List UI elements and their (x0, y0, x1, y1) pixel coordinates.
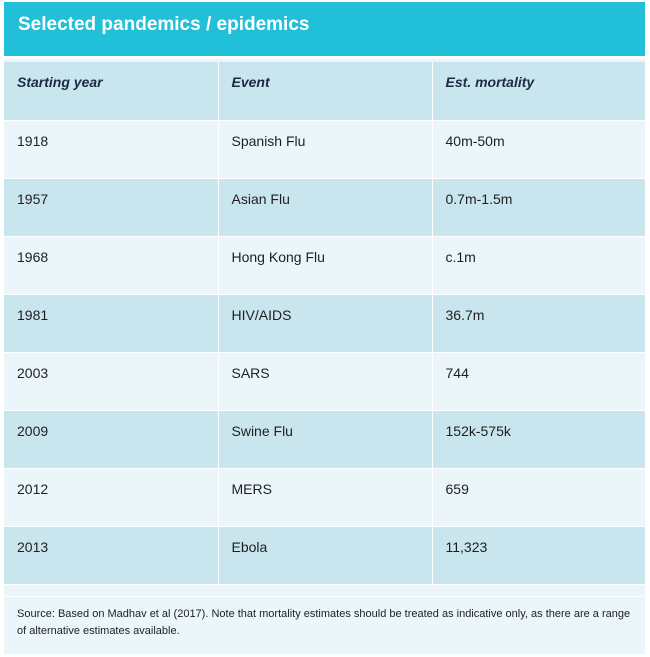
cell-est-mortality: 659 (431, 468, 645, 526)
source-note: Source: Based on Madhav et al (2017). No… (4, 596, 645, 654)
table-row: 1957 Asian Flu 0.7m-1.5m (4, 178, 645, 236)
cell-est-mortality: 40m-50m (431, 120, 645, 178)
cell-est-mortality: 0.7m-1.5m (431, 178, 645, 236)
cell-event: Ebola (217, 526, 432, 584)
cell-starting-year: 2003 (4, 352, 218, 410)
cell-est-mortality: c.1m (431, 236, 645, 294)
cell-event: Hong Kong Flu (217, 236, 432, 294)
cell-starting-year: 1957 (4, 178, 218, 236)
cell-est-mortality: 11,323 (431, 526, 645, 584)
header-event: Event (217, 62, 432, 120)
cell-event: Swine Flu (217, 410, 432, 468)
table-title: Selected pandemics / epidemics (18, 14, 310, 35)
cell-starting-year: 1918 (4, 120, 218, 178)
header-starting-year: Starting year (4, 62, 218, 120)
cell-est-mortality: 36.7m (431, 294, 645, 352)
table-row: 2013 Ebola 11,323 (4, 526, 645, 584)
cell-starting-year: 2013 (4, 526, 218, 584)
pandemics-table: Starting year Event Est. mortality 1918 … (4, 62, 645, 585)
cell-event: MERS (217, 468, 432, 526)
cell-est-mortality: 152k-575k (431, 410, 645, 468)
cell-event: SARS (217, 352, 432, 410)
table-row: 1968 Hong Kong Flu c.1m (4, 236, 645, 294)
cell-starting-year: 1968 (4, 236, 218, 294)
cell-est-mortality: 744 (431, 352, 645, 410)
cell-event: HIV/AIDS (217, 294, 432, 352)
cell-starting-year: 2012 (4, 468, 218, 526)
cell-event: Asian Flu (217, 178, 432, 236)
table-header-row: Starting year Event Est. mortality (4, 62, 645, 120)
cell-starting-year: 1981 (4, 294, 218, 352)
title-bar: Selected pandemics / epidemics (4, 2, 645, 59)
table-row: 2003 SARS 744 (4, 352, 645, 410)
header-est-mortality: Est. mortality (431, 62, 645, 120)
table-row: 2009 Swine Flu 152k-575k (4, 410, 645, 468)
pandemics-table-card: Selected pandemics / epidemics Starting … (4, 2, 645, 654)
table-row: 2012 MERS 659 (4, 468, 645, 526)
cell-starting-year: 2009 (4, 410, 218, 468)
table-row: 1981 HIV/AIDS 36.7m (4, 294, 645, 352)
table-row: 1918 Spanish Flu 40m-50m (4, 120, 645, 178)
cell-event: Spanish Flu (217, 120, 432, 178)
